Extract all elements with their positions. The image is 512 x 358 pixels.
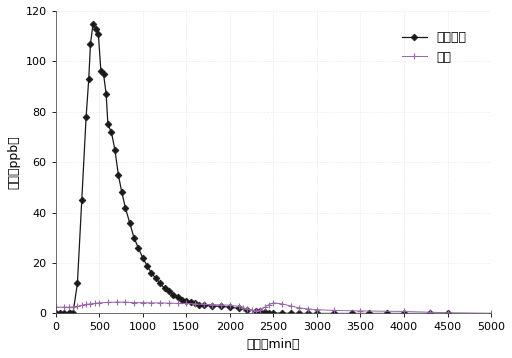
荊光素钓: [236, 306, 242, 311]
濁度: [331, 308, 337, 313]
濁度: [122, 300, 129, 304]
濁度: [83, 302, 89, 306]
濁度: [92, 301, 98, 305]
濁度: [201, 302, 207, 306]
濁度: [427, 310, 433, 314]
濁度: [401, 309, 407, 314]
濁度: [257, 308, 263, 313]
濁度: [140, 300, 146, 305]
濁度: [88, 302, 94, 306]
濁度: [53, 305, 59, 309]
濁度: [183, 301, 189, 305]
濁度: [296, 306, 303, 310]
濁度: [218, 303, 224, 307]
Line: 荊光素钓: 荊光素钓: [53, 21, 450, 316]
濁度: [244, 307, 250, 311]
濁度: [266, 303, 272, 307]
荊光素钓: [115, 173, 121, 177]
濁度: [236, 304, 242, 309]
濁度: [192, 302, 198, 306]
濁度: [227, 303, 233, 307]
荊光素钓: [157, 281, 163, 285]
濁度: [175, 301, 181, 305]
荊光素钓: [53, 311, 59, 316]
荊光素钓: [90, 21, 96, 26]
濁度: [270, 301, 276, 305]
荊光素钓: [166, 289, 172, 293]
濁度: [148, 301, 155, 305]
濁度: [70, 305, 76, 309]
濁度: [66, 305, 72, 309]
荊光素钓: [444, 311, 451, 316]
荊光素钓: [109, 130, 115, 134]
Line: 濁度: 濁度: [53, 299, 494, 316]
濁度: [74, 304, 80, 309]
濁度: [357, 309, 364, 313]
濁度: [314, 308, 320, 312]
濁度: [288, 304, 294, 308]
濁度: [131, 300, 137, 305]
濁度: [279, 302, 285, 306]
荊光素钓: [427, 311, 433, 316]
X-axis label: 时间（min）: 时间（min）: [247, 338, 300, 351]
濁度: [166, 301, 172, 305]
濁度: [209, 303, 216, 307]
濁度: [61, 305, 68, 309]
濁度: [253, 309, 259, 313]
濁度: [105, 300, 111, 305]
濁度: [240, 305, 246, 310]
濁度: [157, 301, 163, 305]
濁度: [444, 311, 451, 315]
濁度: [96, 301, 102, 305]
濁度: [262, 305, 268, 309]
濁度: [305, 307, 311, 311]
Legend: 荊光素钓, 濁度: 荊光素钓, 濁度: [397, 26, 472, 68]
濁度: [248, 308, 254, 312]
濁度: [488, 311, 494, 315]
Y-axis label: 浓度（ppb）: 浓度（ppb）: [7, 135, 20, 189]
濁度: [114, 300, 120, 304]
濁度: [79, 303, 85, 308]
